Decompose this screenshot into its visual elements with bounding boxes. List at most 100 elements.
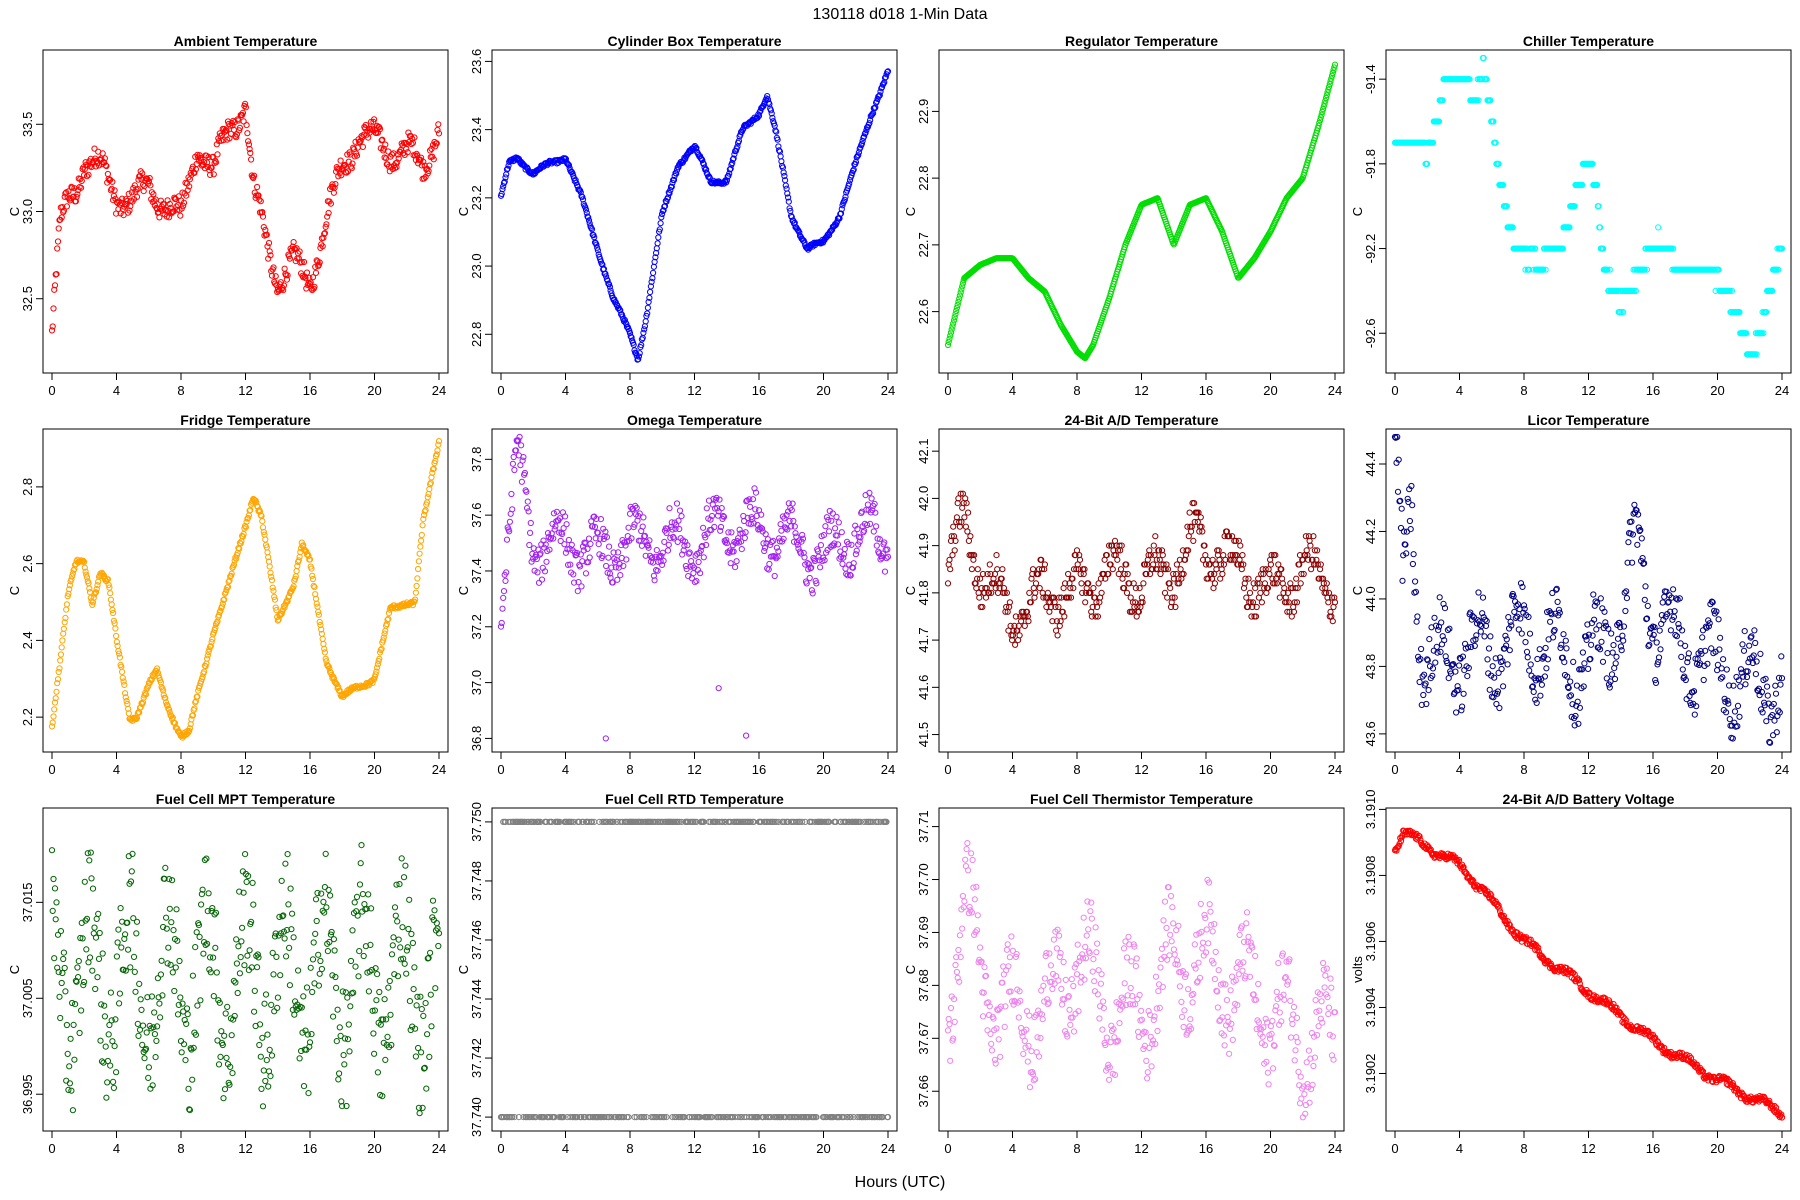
data-point [993, 552, 1000, 559]
data-point [675, 164, 682, 171]
data-point [392, 912, 399, 919]
y-tick-label: 23.0 [469, 253, 484, 278]
data-point [813, 580, 820, 587]
data-point [512, 447, 520, 454]
data-point [82, 568, 89, 575]
data-point [691, 579, 699, 586]
data-point [295, 255, 302, 262]
data-point [170, 927, 177, 934]
data-point [1526, 266, 1533, 273]
data-point [168, 919, 175, 926]
data-point [533, 555, 540, 563]
data-point [191, 169, 198, 176]
data-point [184, 1011, 191, 1018]
y-tick-label: 32.5 [20, 286, 35, 311]
data-point [550, 510, 558, 517]
data-point [115, 926, 122, 933]
data-point [1483, 76, 1490, 83]
data-point [1595, 203, 1602, 210]
data-point [118, 199, 125, 206]
data-point [1308, 566, 1315, 573]
data-point [373, 997, 380, 1004]
data-point [753, 512, 760, 520]
data-point [134, 185, 141, 193]
data-point [1643, 266, 1651, 273]
data-point [254, 964, 261, 971]
data-point [127, 964, 134, 971]
data-point [622, 542, 629, 549]
data-point [1673, 633, 1681, 640]
y-axis-label: C [7, 586, 22, 595]
data-point [693, 144, 700, 152]
y-axis: 41.541.641.741.841.942.042.1 [916, 439, 939, 747]
data-point [602, 528, 609, 535]
data-point [408, 930, 415, 938]
data-point [795, 545, 802, 552]
data-point [1763, 718, 1770, 725]
data-point [212, 159, 220, 166]
data-point [189, 972, 196, 979]
data-point [94, 582, 101, 589]
data-point [312, 930, 319, 938]
data-point [585, 214, 592, 221]
data-point [1524, 654, 1531, 661]
data-point [1328, 75, 1335, 82]
data-point [327, 892, 334, 899]
x-tick-label: 8 [177, 383, 184, 398]
data-point [432, 985, 439, 992]
data-point [784, 190, 791, 197]
data-point [259, 209, 266, 216]
data-point [611, 296, 618, 303]
data-point [230, 561, 237, 569]
data-point [309, 956, 317, 963]
data-point [954, 301, 961, 308]
data-point [741, 534, 748, 542]
data-point [680, 547, 687, 554]
data-point [666, 505, 673, 512]
data-point [289, 910, 296, 917]
plot-frame [42, 49, 449, 374]
data-point [633, 504, 640, 511]
data-point [1619, 632, 1626, 639]
data-point [827, 543, 834, 551]
data-point [302, 275, 309, 282]
data-point [1036, 585, 1043, 592]
data-point [524, 505, 531, 512]
data-point [65, 590, 72, 597]
data-point [663, 529, 670, 537]
data-point [286, 255, 293, 262]
data-point [1579, 181, 1586, 189]
y-tick-label: 41.8 [916, 580, 931, 605]
data-point [811, 557, 819, 565]
data-point [654, 567, 661, 574]
data-point [376, 988, 383, 996]
data-point [228, 1032, 235, 1039]
data-point [866, 489, 873, 496]
x-tick-label: 12 [687, 762, 701, 777]
data-point [834, 541, 842, 548]
data-point [419, 522, 426, 529]
data-point [676, 525, 683, 533]
data-point [349, 927, 356, 934]
data-point [358, 842, 365, 849]
data-point [1775, 266, 1782, 273]
y-tick-label: 2.8 [20, 478, 35, 496]
data-point [263, 1057, 270, 1064]
data-point [1480, 54, 1487, 62]
data-point [115, 647, 122, 655]
data-point [420, 158, 427, 165]
data-point [422, 1000, 429, 1007]
data-point [327, 200, 334, 207]
data-point [641, 326, 648, 333]
data-point [125, 946, 132, 953]
data-point [527, 519, 534, 527]
data-point [429, 469, 436, 476]
data-point [1436, 594, 1443, 601]
data-point [678, 513, 685, 520]
data-point [1323, 92, 1330, 99]
data-point [1164, 594, 1171, 601]
data-point [1321, 100, 1328, 107]
data-point [1682, 642, 1689, 650]
